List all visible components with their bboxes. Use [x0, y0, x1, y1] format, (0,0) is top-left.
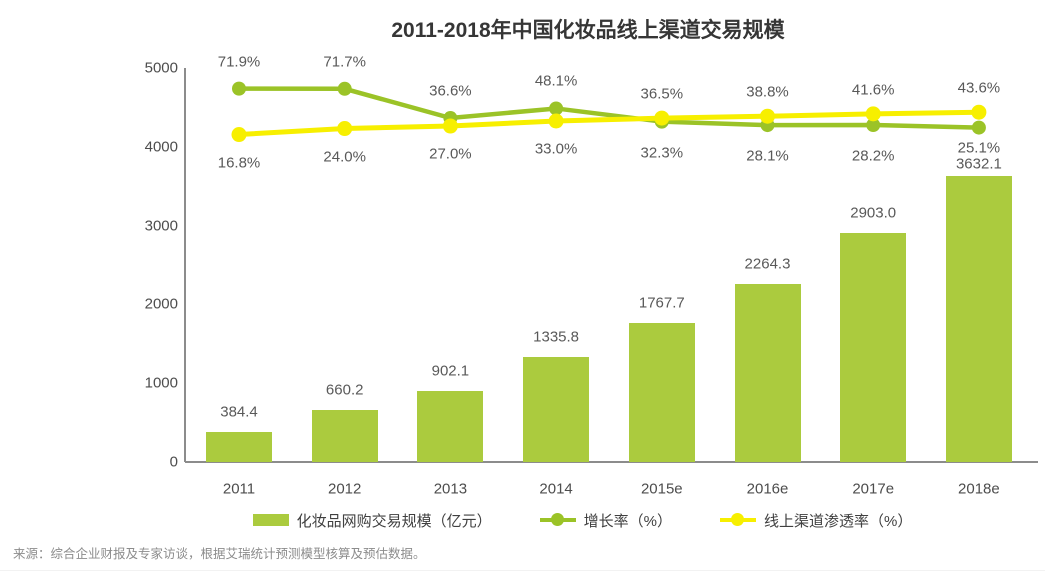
chart-title: 2011-2018年中国化妆品线上渠道交易规模 [391, 19, 785, 42]
bar-2011 [206, 431, 272, 462]
growth-point-label: 28.2% [851, 147, 895, 165]
y-axis-tick-label: 4000 [144, 138, 178, 156]
penetration-point-label: 38.8% [746, 83, 789, 101]
bar-value-label: 1335.8 [533, 328, 580, 346]
x-axis-tick-label: 2017e [852, 480, 895, 498]
bar-2012 [311, 409, 378, 462]
legend-bar-swatch [252, 514, 289, 526]
penetration-point-label: 36.5% [640, 85, 684, 103]
growth-point-label: 36.6% [429, 82, 472, 100]
y-axis-line [184, 68, 186, 462]
x-axis-tick-label: 2015e [640, 480, 683, 498]
x-axis-tick-label: 2014 [539, 480, 573, 498]
legend-item-0: 化妆品网购交易规模（亿元） [252, 510, 492, 531]
growth-point-label: 48.1% [534, 72, 578, 90]
y-axis-tick-label: 0 [169, 453, 178, 471]
bar-2013 [417, 390, 484, 462]
growth-point-label: 28.1% [746, 147, 789, 165]
penetration-point-label: 27.0% [429, 145, 472, 163]
growth-point-label: 71.9% [217, 53, 261, 71]
y-axis-tick-label: 3000 [144, 217, 178, 235]
x-axis-tick-label: 2013 [433, 480, 468, 498]
legend-line-dot [731, 513, 744, 526]
bar-2014 [523, 356, 590, 462]
y-axis-tick-label: 1000 [144, 374, 178, 392]
y-axis-tick-label: 2000 [144, 295, 178, 313]
x-axis-line [185, 461, 1038, 463]
penetration-point-label: 43.6% [957, 79, 1001, 97]
x-axis-tick-label: 2016e [746, 480, 789, 498]
bar-2017e [840, 233, 907, 462]
legend-item-2: 线上渠道渗透率（%） [720, 510, 912, 531]
source-note: 来源：综合企业财报及专家访谈，根据艾瑞统计预测模型核算及预估数据。 [13, 547, 426, 561]
legend-label: 化妆品网购交易规模（亿元） [296, 512, 492, 530]
y-axis-tick-label: 5000 [144, 59, 178, 77]
x-axis-tick-label: 2012 [328, 480, 362, 498]
growth-point-label: 71.7% [323, 53, 366, 71]
bar-value-label: 3632.1 [955, 155, 1002, 173]
legend-label: 线上渠道渗透率（%） [764, 512, 913, 530]
bar-value-label: 384.4 [220, 403, 258, 421]
legend-line-dot [550, 513, 564, 526]
penetration-point-label: 41.6% [851, 81, 895, 99]
penetration-point-label: 24.0% [323, 148, 366, 166]
penetration-point-label: 33.0% [534, 140, 578, 158]
bar-value-label: 660.2 [325, 381, 364, 399]
growth-point-label: 32.3% [640, 144, 684, 162]
bar-2016e [734, 283, 801, 462]
legend-line-marker [720, 513, 756, 527]
growth-point-label: 25.1% [957, 139, 1001, 157]
x-axis-tick-label: 2011 [222, 480, 256, 498]
bar-value-label: 902.1 [431, 362, 470, 380]
bar-2015e [628, 322, 695, 462]
bar-value-label: 2903.0 [850, 204, 897, 222]
legend-item-1: 增长率（%） [539, 510, 672, 531]
chart-legend: 化妆品网购交易规模（亿元） 增长率（%） 线上渠道渗透率（%） [120, 507, 1045, 533]
legend-label: 增长率（%） [583, 512, 672, 530]
penetration-point-label: 16.8% [217, 154, 261, 171]
bar-2018e [945, 175, 1012, 462]
legend-line-marker [539, 513, 576, 527]
bar-value-label: 2264.3 [744, 255, 791, 273]
bar-value-label: 1767.7 [638, 294, 685, 312]
x-axis-tick-label: 2018e [958, 480, 1000, 498]
